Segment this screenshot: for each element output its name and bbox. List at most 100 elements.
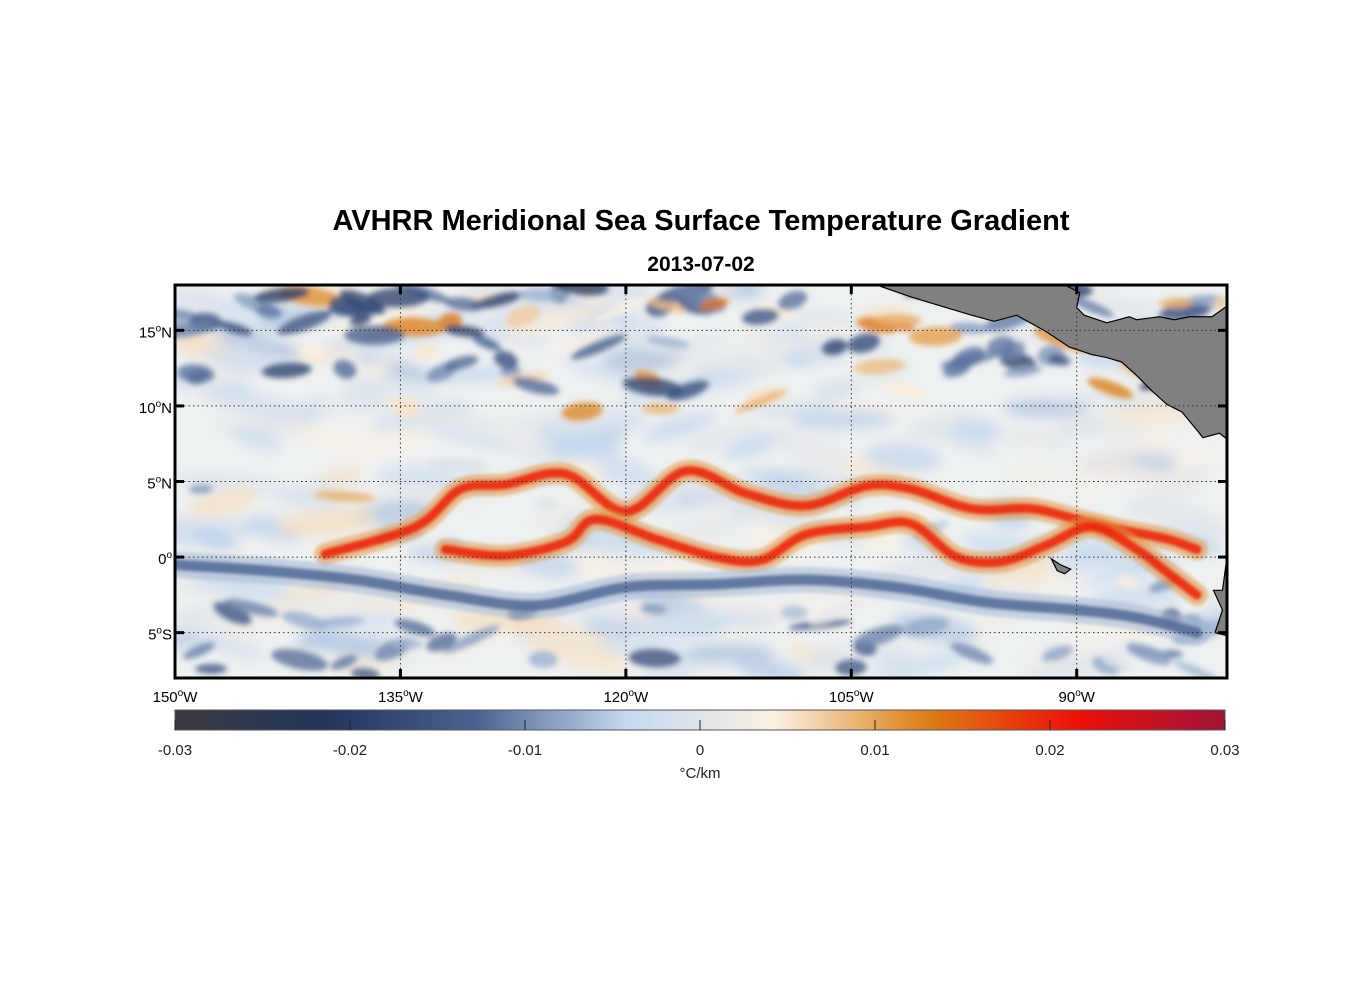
eddy <box>182 642 216 660</box>
eddy <box>628 648 681 668</box>
texture-patch <box>674 607 780 629</box>
eddy <box>571 334 626 360</box>
eddy <box>848 333 880 353</box>
texture-patch <box>998 429 1076 449</box>
texture-patch <box>195 630 265 661</box>
map-plot-area <box>173 283 1229 680</box>
eddy <box>1087 377 1133 399</box>
eddy <box>443 324 485 338</box>
texture-patch <box>568 560 635 580</box>
eddy <box>213 602 252 625</box>
eddy <box>493 350 518 370</box>
eddy <box>333 359 357 379</box>
eddy <box>261 362 312 379</box>
eddy <box>344 325 405 345</box>
texture-patch <box>536 428 621 457</box>
eddy <box>366 287 430 308</box>
eddy <box>882 381 928 400</box>
texture-patch <box>1054 419 1110 436</box>
texture-patch <box>500 300 612 338</box>
eddy <box>217 321 253 336</box>
land-masses <box>876 285 1227 637</box>
texture-patch <box>526 634 628 673</box>
eddy <box>622 376 683 397</box>
texture-patch <box>1061 403 1165 442</box>
lat-label: 15oN <box>139 323 172 341</box>
texture-patch <box>564 285 657 300</box>
texture-patch <box>327 428 438 458</box>
lon-label: 135oW <box>378 688 424 706</box>
eddy <box>1126 642 1172 666</box>
texture-patch <box>394 407 506 431</box>
eddy <box>444 297 485 312</box>
eddy <box>647 298 686 313</box>
chart-subtitle: 2013-07-02 <box>647 253 755 276</box>
texture-patch <box>200 389 313 421</box>
eddy <box>224 598 279 617</box>
eddy <box>699 297 729 311</box>
texture-patch <box>790 409 894 430</box>
lat-label: 5oS <box>148 626 172 644</box>
lon-label: 90oW <box>1059 688 1096 706</box>
eddy <box>195 663 228 674</box>
texture-patch <box>1124 497 1221 529</box>
eddy <box>641 403 680 415</box>
colorbar-tick-label: 0 <box>696 742 704 759</box>
eddy <box>786 352 810 367</box>
map-frame <box>173 283 1229 680</box>
eddy <box>986 336 1015 357</box>
eddy <box>1068 295 1114 318</box>
texture-patch <box>310 628 384 660</box>
eddy <box>313 491 376 502</box>
texture-patch <box>881 653 933 678</box>
eddy <box>734 389 787 413</box>
colorbar-tick-label: -0.02 <box>333 742 367 759</box>
texture-patch <box>971 614 1008 632</box>
temperature-fronts <box>175 459 1210 646</box>
eddy <box>534 497 558 510</box>
texture-patch <box>950 418 1001 444</box>
lat-label: 0o <box>158 550 172 568</box>
eddy <box>742 308 780 325</box>
lon-label: 150oW <box>153 688 199 706</box>
eddy <box>853 358 906 375</box>
texture-patch <box>974 578 1074 600</box>
eddy <box>1159 297 1193 309</box>
texture-patch <box>587 325 685 356</box>
texture-patch <box>276 508 378 537</box>
eddy <box>394 619 435 636</box>
texture-patch <box>740 469 824 481</box>
colorbar-tick-label: 0.01 <box>860 742 889 759</box>
eddy <box>561 402 603 421</box>
texture-patch <box>642 412 718 443</box>
eddy <box>471 335 501 351</box>
eddy <box>512 377 560 395</box>
eddy <box>1115 574 1140 590</box>
eddy <box>852 624 904 649</box>
texture-patch <box>563 358 643 387</box>
eddy <box>1212 296 1227 313</box>
eddy <box>902 616 949 637</box>
eddy <box>339 289 386 315</box>
texture-patch <box>188 487 259 518</box>
eddy <box>391 638 423 649</box>
texture-patch <box>913 426 1001 457</box>
eddy <box>505 305 541 328</box>
lat-label: 5oN <box>147 475 172 493</box>
colorbar-tick-label: -0.03 <box>158 742 192 759</box>
eddy <box>1047 354 1071 366</box>
eddy <box>822 339 848 356</box>
eddy <box>1042 645 1073 662</box>
negative-band-south <box>175 559 1203 639</box>
eddy <box>1101 657 1131 672</box>
eddy <box>271 648 328 671</box>
eddy <box>413 342 438 361</box>
colorbar-unit-label: °C/km <box>680 765 721 782</box>
eddy <box>942 359 971 378</box>
texture-patch <box>175 605 236 636</box>
texture-patch <box>683 422 760 454</box>
eddy <box>443 355 479 371</box>
eddy <box>388 396 421 418</box>
texture-patch <box>1069 466 1134 493</box>
texture-patch <box>357 359 393 377</box>
